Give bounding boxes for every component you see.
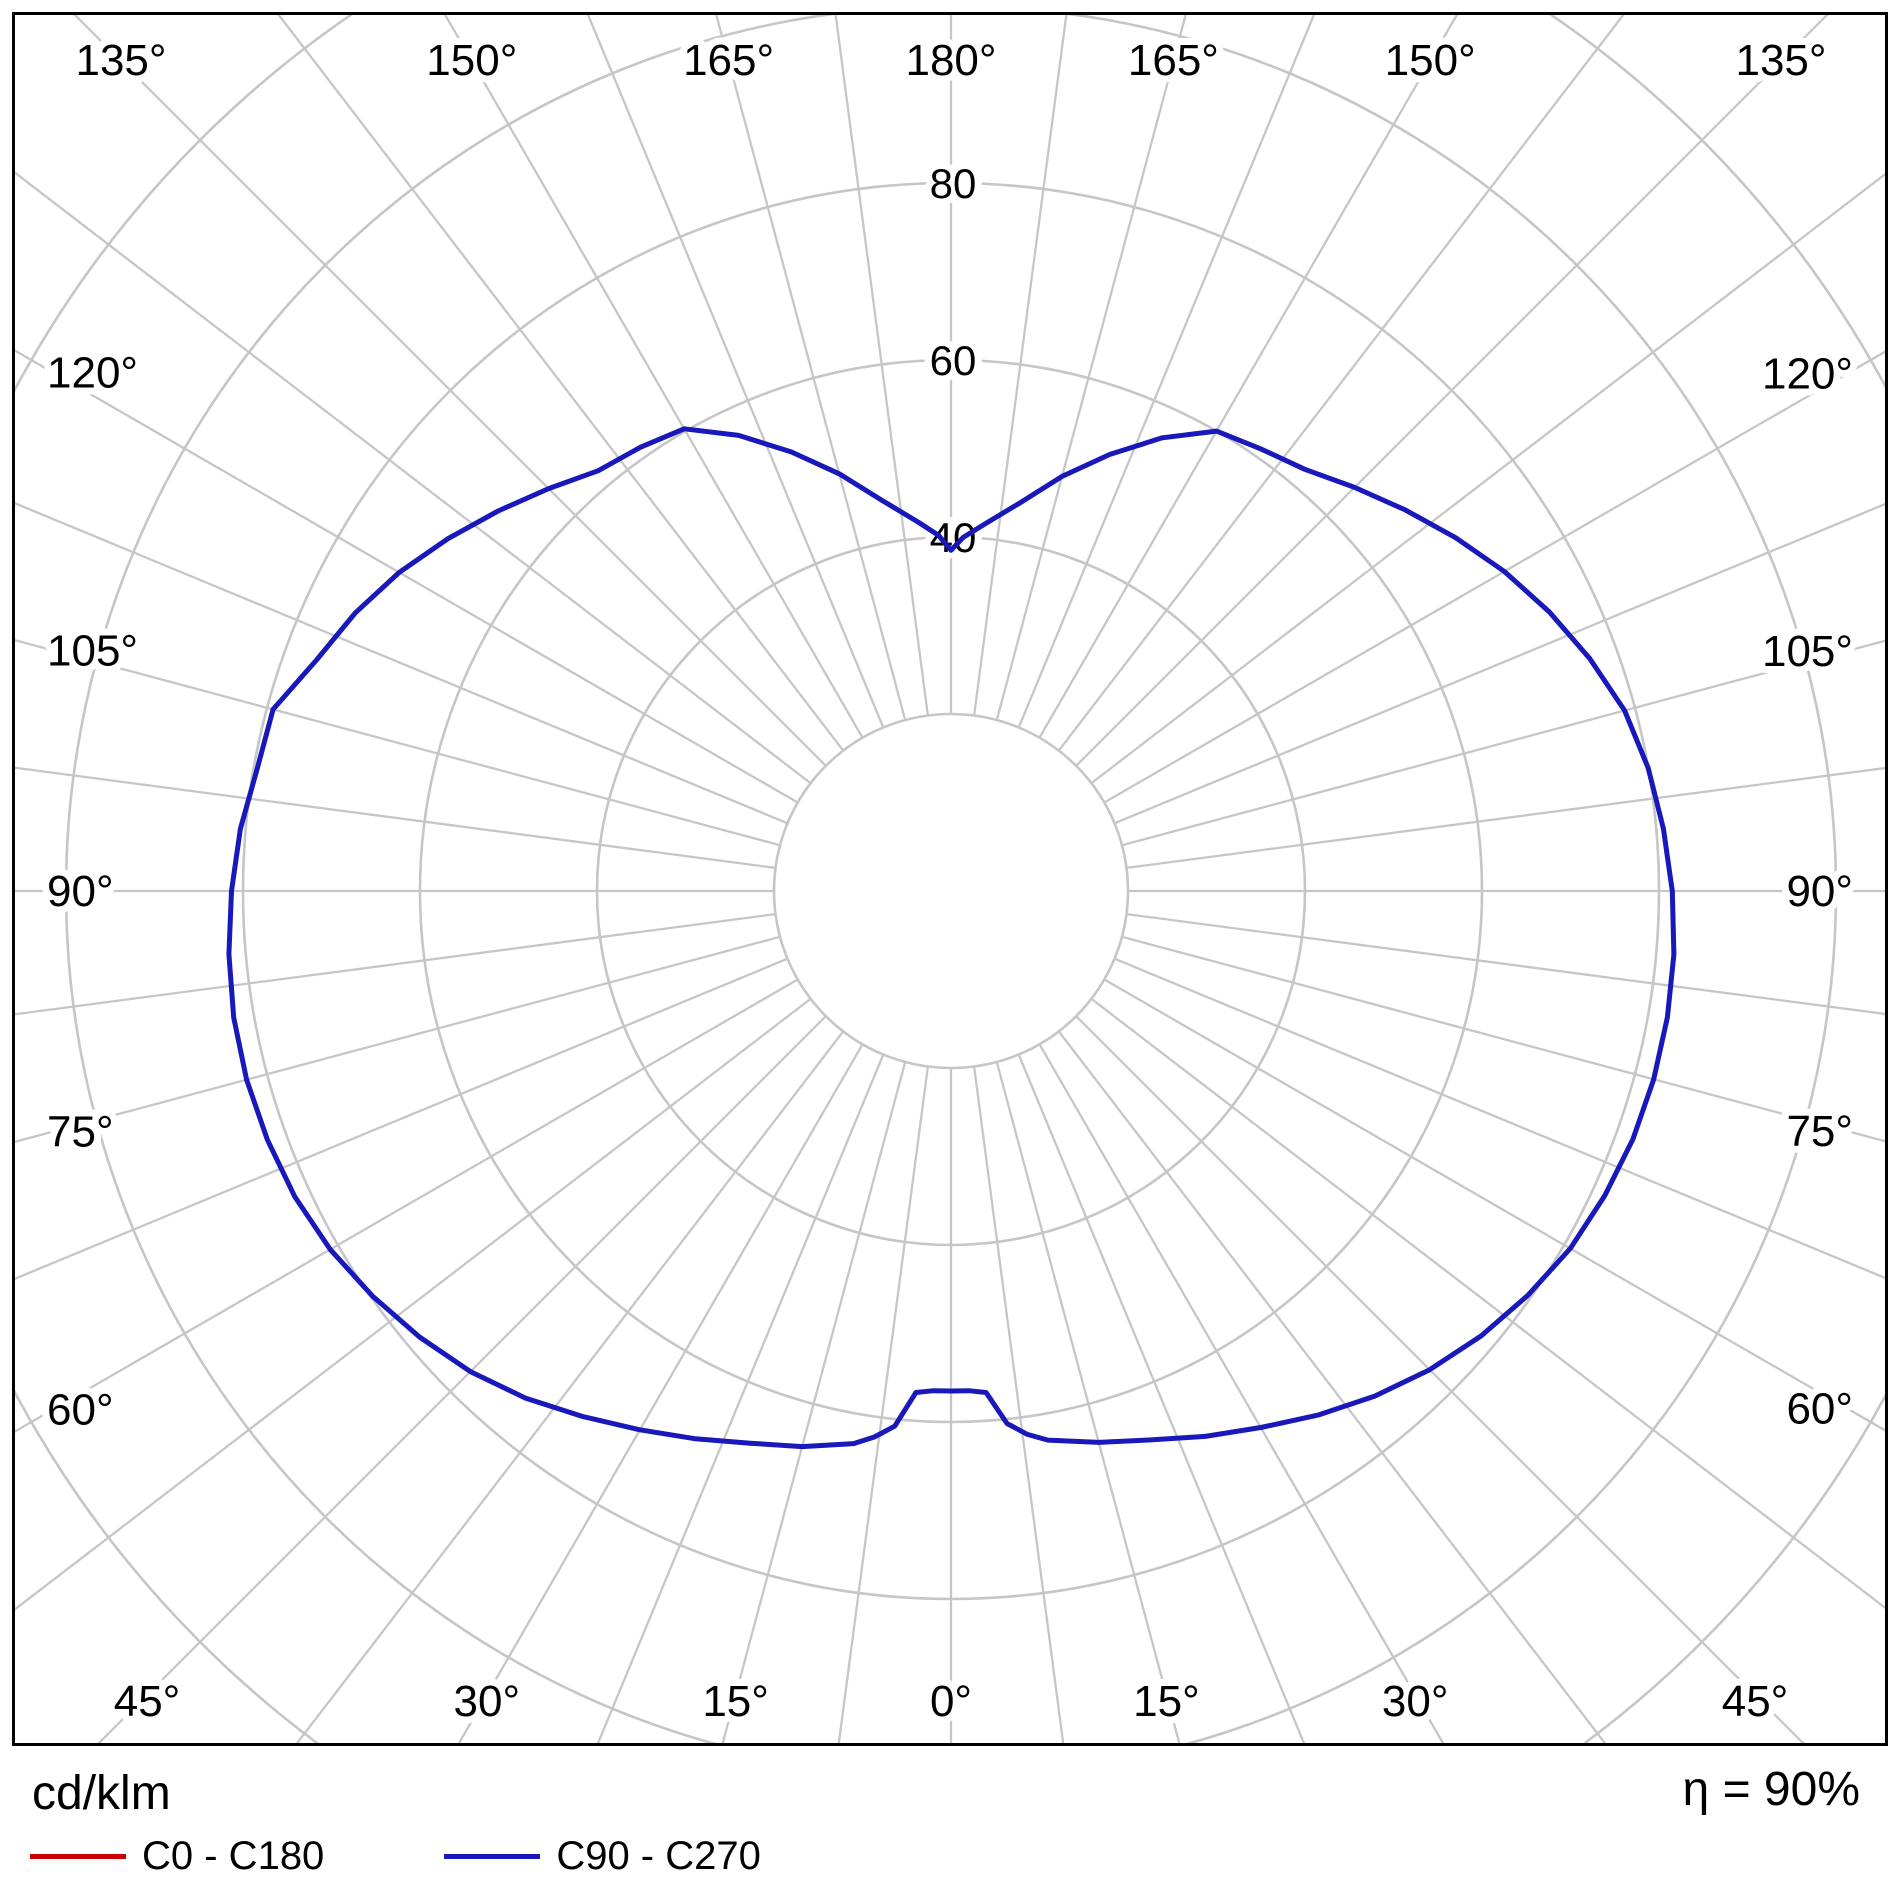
grid-ray: [15, 766, 776, 870]
angle-tick-label-60-right: 60°: [1786, 1384, 1853, 1433]
grid-ray: [715, 15, 907, 721]
grid-ray: [1057, 15, 1625, 752]
grid-ray: [1017, 15, 1316, 728]
grid-ray: [1103, 350, 1885, 804]
grid-ray: [457, 1043, 864, 1743]
angle-tick-label-45-right: 45°: [1722, 1677, 1789, 1726]
legend-swatch-c0-c180: [30, 1854, 126, 1859]
grid-ray: [97, 1015, 827, 1743]
grid-ring-20: [772, 712, 1130, 1070]
legend: C0 - C180 C90 - C270: [30, 1834, 761, 1879]
grid-ray: [1017, 1054, 1306, 1743]
grid-ray: [15, 997, 812, 1611]
grid-ray: [1075, 1015, 1805, 1743]
grid-ray: [1057, 1030, 1607, 1743]
grid-ray: [1126, 912, 1885, 1016]
angle-tick-label-150-left: 150°: [426, 36, 517, 85]
grid-ray: [1126, 766, 1885, 870]
angle-tick-label-15-left: 15°: [702, 1677, 769, 1726]
angle-tick-label-105-right: 105°: [1762, 627, 1853, 676]
grid-ray: [1038, 15, 1459, 739]
grid-ray: [1090, 172, 1885, 785]
grid-ray: [995, 15, 1187, 721]
angle-tick-label-90-right: 90°: [1786, 867, 1853, 916]
angle-tick-label-60-left: 60°: [47, 1386, 114, 1435]
units-label: cd/klm: [32, 1767, 171, 1820]
angle-tick-label-90-left: 90°: [47, 867, 114, 916]
grid-ray: [15, 978, 799, 1433]
grid-ray: [15, 502, 788, 825]
grid-ray: [15, 171, 812, 785]
angle-tick-label-75-right: 75°: [1786, 1107, 1853, 1156]
intensity-curve-C90-C270: [226, 426, 1677, 1450]
grid-ray: [15, 957, 788, 1280]
grid-ray: [1075, 15, 1829, 767]
radial-tick-label-80: 80: [930, 160, 977, 207]
angle-tick-label-165-left: 165°: [683, 36, 774, 85]
legend-swatch-c90-c270: [444, 1854, 541, 1859]
angle-tick-label-135-right: 135°: [1735, 36, 1826, 85]
angle-tick-label-105-left: 105°: [47, 626, 138, 675]
grid-ray: [15, 639, 781, 847]
legend-label-c90-c270: C90 - C270: [556, 1834, 761, 1878]
angle-tick-label-120-right: 120°: [1762, 350, 1853, 399]
angle-tick-label-15-right: 15°: [1133, 1677, 1200, 1726]
grid-ray: [1121, 639, 1885, 847]
angle-tick-label-165-right: 165°: [1128, 36, 1219, 85]
grid-ray: [837, 1066, 930, 1743]
polar-photometric-svg: 0° 15° 15° 30° 30° 45° 45° 60° 60° 75° 75° 90° 90° 10…: [15, 15, 1885, 1743]
grid-ray: [834, 15, 930, 716]
angle-tick-label-150-right: 150°: [1385, 36, 1476, 85]
angle-tick-label-180-right: 180°: [905, 36, 996, 85]
grid-ray: [586, 15, 885, 728]
grid-ray: [15, 912, 776, 1016]
grid-ray: [443, 15, 864, 739]
grid-ray: [15, 935, 781, 1143]
angle-tick-label-75-left: 75°: [47, 1108, 114, 1157]
polar-chart-frame: 0° 15° 15° 30° 30° 45° 45° 60° 60° 75° 75° 90° 90° 10…: [12, 12, 1888, 1746]
grid-ray: [596, 1054, 885, 1743]
legend-item-c0-c180: C0 - C180: [30, 1834, 324, 1879]
radial-tick-label-60: 60: [930, 337, 977, 384]
grid-ray: [1038, 1043, 1445, 1743]
grid-ray: [15, 349, 799, 804]
legend-item-c90-c270: C90 - C270: [444, 1834, 761, 1879]
angle-tick-label-30-right: 30°: [1382, 1677, 1449, 1726]
grid-ray: [277, 15, 845, 752]
grid-ray: [972, 1066, 1065, 1743]
grid-ray: [972, 15, 1068, 716]
efficiency-label: η = 90%: [1682, 1763, 1860, 1816]
angle-tick-label-135-left: 135°: [75, 36, 166, 85]
grid-ray: [721, 1061, 907, 1743]
grid-ray: [1114, 957, 1885, 1280]
grid-ray: [295, 1030, 845, 1743]
grid-ray: [1103, 978, 1885, 1432]
grid-ray: [1114, 502, 1885, 825]
radial-tick-label-40: 40: [930, 514, 977, 561]
grid-ray: [73, 15, 827, 767]
angle-tick-label-30-left: 30°: [454, 1677, 521, 1726]
angle-tick-label-120-left: 120°: [47, 349, 138, 398]
angle-tick-label-0-right: 0°: [930, 1677, 972, 1726]
grid-ray: [1121, 935, 1885, 1143]
grid-ray: [1090, 997, 1885, 1610]
grid-ray: [995, 1061, 1181, 1743]
legend-label-c0-c180: C0 - C180: [142, 1834, 325, 1878]
angle-tick-label-45-left: 45°: [114, 1677, 181, 1726]
